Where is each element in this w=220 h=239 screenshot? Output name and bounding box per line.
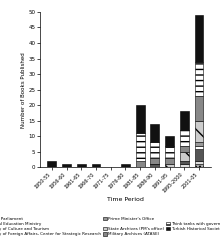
- Bar: [194, 15, 204, 62]
- Bar: [180, 111, 189, 130]
- Bar: [194, 121, 204, 142]
- X-axis label: Time Period: Time Period: [107, 196, 144, 201]
- Bar: [194, 161, 204, 164]
- Bar: [150, 164, 159, 167]
- Bar: [194, 164, 204, 167]
- Bar: [180, 164, 189, 167]
- Bar: [194, 142, 204, 146]
- Bar: [194, 149, 204, 161]
- Bar: [194, 146, 204, 149]
- Bar: [150, 142, 159, 158]
- Bar: [180, 152, 189, 161]
- Bar: [77, 164, 86, 167]
- Bar: [180, 161, 189, 164]
- Y-axis label: Number of Books Published: Number of Books Published: [21, 52, 26, 127]
- Bar: [136, 161, 145, 167]
- Bar: [150, 124, 159, 142]
- Bar: [121, 164, 130, 167]
- Bar: [180, 146, 189, 152]
- Bar: [150, 158, 159, 164]
- Bar: [136, 105, 145, 133]
- Bar: [136, 133, 145, 161]
- Legend: Turkish Parliament, National Education Ministry, Ministry of Culture and Tourism: Turkish Parliament, National Education M…: [0, 216, 220, 237]
- Bar: [47, 161, 56, 167]
- Bar: [165, 146, 174, 158]
- Bar: [92, 164, 100, 167]
- Bar: [165, 164, 174, 167]
- Bar: [62, 164, 71, 167]
- Bar: [194, 96, 204, 121]
- Bar: [165, 136, 174, 146]
- Bar: [165, 158, 174, 164]
- Bar: [194, 62, 204, 96]
- Bar: [180, 130, 189, 146]
